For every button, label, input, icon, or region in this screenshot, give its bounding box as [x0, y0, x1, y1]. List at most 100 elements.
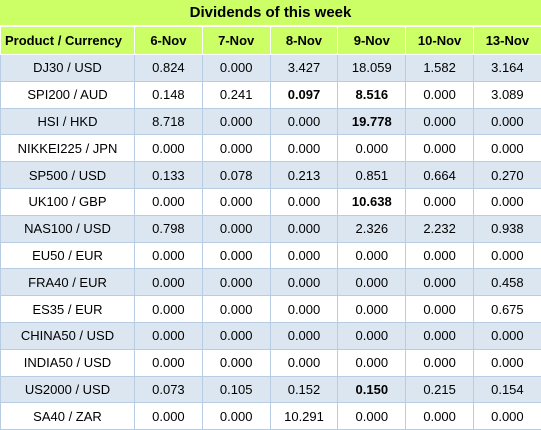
dividend-value-cell: 0.000 [473, 188, 541, 215]
dividend-value-cell: 0.000 [338, 322, 406, 349]
dividend-value-cell: 0.851 [338, 162, 406, 189]
product-cell: ES35 / EUR [1, 296, 135, 323]
dividend-value-cell: 0.000 [202, 269, 270, 296]
dividend-value-cell: 0.000 [202, 215, 270, 242]
dividend-value-cell: 0.105 [202, 376, 270, 403]
dividend-value-cell: 0.000 [338, 269, 406, 296]
dividend-value-cell: 0.000 [270, 108, 338, 135]
product-cell: HSI / HKD [1, 108, 135, 135]
dividend-value-cell: 0.000 [135, 269, 203, 296]
dividend-value-cell: 0.798 [135, 215, 203, 242]
dividend-value-cell: 0.073 [135, 376, 203, 403]
dividend-value-cell: 0.000 [202, 322, 270, 349]
dividend-value-cell: 0.000 [135, 242, 203, 269]
dividend-value-cell: 0.000 [135, 403, 203, 430]
dividend-value-cell: 0.000 [202, 349, 270, 376]
dividend-value-cell: 0.000 [202, 135, 270, 162]
dividend-value-cell: 0.000 [406, 269, 474, 296]
column-header-date: 9-Nov [338, 27, 406, 55]
column-header-date: 7-Nov [202, 27, 270, 55]
dividend-value-cell: 0.000 [473, 135, 541, 162]
dividend-value-cell: 8.516 [338, 81, 406, 108]
product-cell: DJ30 / USD [1, 55, 135, 82]
dividend-value-cell: 0.000 [473, 403, 541, 430]
dividend-value-cell: 0.000 [270, 269, 338, 296]
column-header-date: 13-Nov [473, 27, 541, 55]
dividend-value-cell: 0.270 [473, 162, 541, 189]
product-cell: NAS100 / USD [1, 215, 135, 242]
product-cell: UK100 / GBP [1, 188, 135, 215]
dividend-value-cell: 0.000 [202, 296, 270, 323]
dividend-value-cell: 0.150 [338, 376, 406, 403]
column-header-date: 10-Nov [406, 27, 474, 55]
dividend-value-cell: 0.000 [473, 322, 541, 349]
dividend-value-cell: 0.000 [135, 296, 203, 323]
dividend-value-cell: 0.078 [202, 162, 270, 189]
dividend-value-cell: 0.000 [135, 188, 203, 215]
dividend-value-cell: 0.000 [406, 322, 474, 349]
dividend-value-cell: 0.000 [338, 135, 406, 162]
dividend-value-cell: 0.241 [202, 81, 270, 108]
dividend-value-cell: 1.582 [406, 55, 474, 82]
dividend-value-cell: 0.000 [270, 322, 338, 349]
dividend-value-cell: 0.000 [202, 188, 270, 215]
dividend-value-cell: 0.000 [406, 349, 474, 376]
dividend-value-cell: 0.097 [270, 81, 338, 108]
dividend-value-cell: 3.427 [270, 55, 338, 82]
dividends-table-panel: Dividends of this week Product / Currenc… [0, 0, 541, 416]
dividend-value-cell: 0.000 [406, 81, 474, 108]
product-cell: EU50 / EUR [1, 242, 135, 269]
dividend-value-cell: 0.000 [406, 188, 474, 215]
dividend-value-cell: 0.000 [270, 188, 338, 215]
dividend-value-cell: 0.000 [338, 242, 406, 269]
dividend-value-cell: 19.778 [338, 108, 406, 135]
dividend-value-cell: 0.000 [406, 242, 474, 269]
product-cell: CHINA50 / USD [1, 322, 135, 349]
dividend-value-cell: 0.000 [202, 108, 270, 135]
dividend-value-cell: 0.213 [270, 162, 338, 189]
dividend-value-cell: 0.000 [135, 322, 203, 349]
dividend-value-cell: 0.000 [473, 349, 541, 376]
dividend-value-cell: 0.000 [406, 135, 474, 162]
product-cell: SPI200 / AUD [1, 81, 135, 108]
dividend-value-cell: 2.232 [406, 215, 474, 242]
dividend-value-cell: 0.664 [406, 162, 474, 189]
dividend-value-cell: 0.000 [406, 108, 474, 135]
dividend-value-cell: 8.718 [135, 108, 203, 135]
product-cell: NIKKEI225 / JPN [1, 135, 135, 162]
column-header-date: 6-Nov [135, 27, 203, 55]
dividend-value-cell: 0.000 [202, 403, 270, 430]
dividend-value-cell: 0.000 [135, 349, 203, 376]
dividend-value-cell: 0.000 [338, 296, 406, 323]
dividend-value-cell: 2.326 [338, 215, 406, 242]
dividend-value-cell: 0.675 [473, 296, 541, 323]
dividend-value-cell: 0.000 [202, 55, 270, 82]
table-title: Dividends of this week [0, 0, 541, 26]
product-cell: INDIA50 / USD [1, 349, 135, 376]
dividend-value-cell: 3.089 [473, 81, 541, 108]
product-cell: FRA40 / EUR [1, 269, 135, 296]
dividend-value-cell: 18.059 [338, 55, 406, 82]
column-header-date: 8-Nov [270, 27, 338, 55]
dividend-value-cell: 0.000 [406, 403, 474, 430]
dividend-value-cell: 0.000 [135, 135, 203, 162]
dividend-value-cell: 0.000 [270, 215, 338, 242]
dividend-value-cell: 0.000 [270, 135, 338, 162]
dividend-value-cell: 0.000 [338, 403, 406, 430]
dividend-value-cell: 0.133 [135, 162, 203, 189]
dividend-value-cell: 0.152 [270, 376, 338, 403]
dividend-value-cell: 0.148 [135, 81, 203, 108]
